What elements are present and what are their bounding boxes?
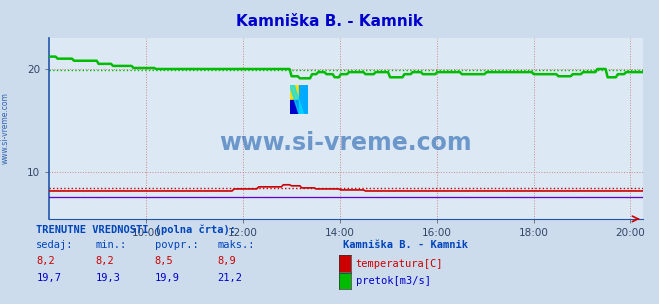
Text: pretok[m3/s]: pretok[m3/s]: [356, 276, 431, 286]
Text: 19,9: 19,9: [155, 273, 180, 283]
Text: 19,3: 19,3: [96, 273, 121, 283]
Text: temperatura[C]: temperatura[C]: [356, 259, 444, 268]
Text: 19,7: 19,7: [36, 273, 61, 283]
Text: 8,2: 8,2: [96, 257, 114, 267]
Text: 8,2: 8,2: [36, 257, 55, 267]
Text: 8,9: 8,9: [217, 257, 236, 267]
Text: Kamniška B. - Kamnik: Kamniška B. - Kamnik: [236, 14, 423, 29]
Text: Kamniška B. - Kamnik: Kamniška B. - Kamnik: [343, 240, 468, 250]
Text: www.si-vreme.com: www.si-vreme.com: [1, 92, 10, 164]
Bar: [299, 85, 308, 99]
Text: povpr.:: povpr.:: [155, 240, 198, 250]
Text: www.si-vreme.com: www.si-vreme.com: [219, 131, 473, 155]
Polygon shape: [290, 85, 304, 114]
Text: TRENUTNE VREDNOSTI (polna črta):: TRENUTNE VREDNOSTI (polna črta):: [36, 224, 236, 235]
Text: sedaj:: sedaj:: [36, 240, 74, 250]
Text: 8,5: 8,5: [155, 257, 173, 267]
Text: min.:: min.:: [96, 240, 127, 250]
Text: maks.:: maks.:: [217, 240, 255, 250]
Bar: [290, 99, 299, 114]
Bar: [299, 99, 308, 114]
Bar: [290, 85, 299, 99]
Text: 21,2: 21,2: [217, 273, 243, 283]
